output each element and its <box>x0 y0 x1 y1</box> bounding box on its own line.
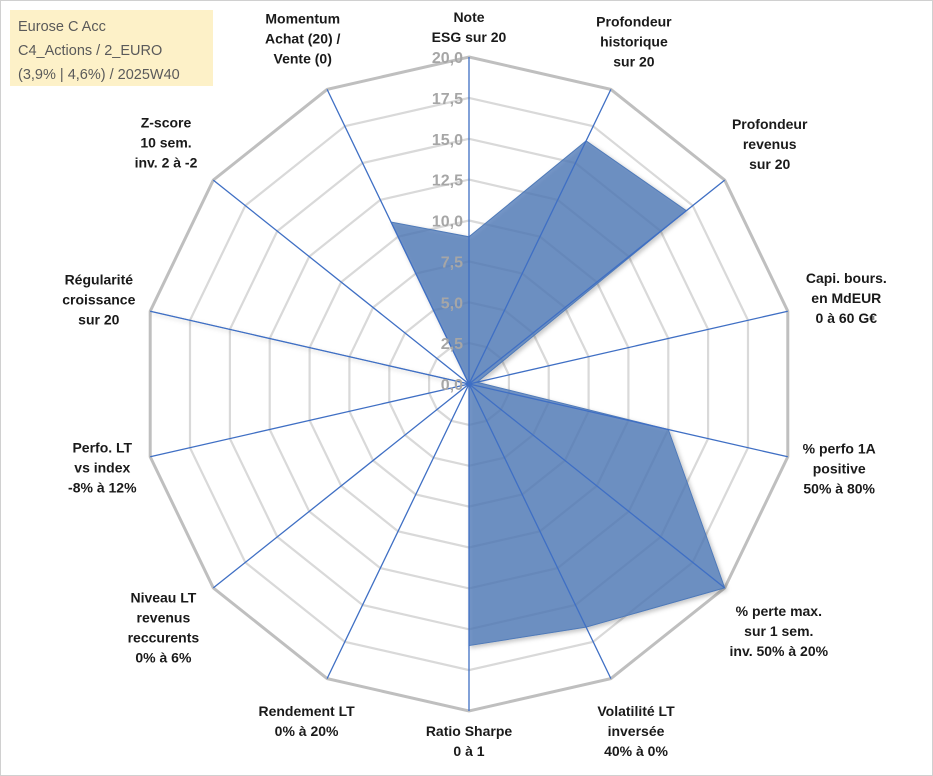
axis-label: Perfo. LT vs index -8% à 12% <box>68 440 137 496</box>
axis-label: Z-score 10 sem. inv. 2 à -2 <box>135 114 198 170</box>
axis-label: Profondeur revenus sur 20 <box>732 116 808 172</box>
axis-label-line: Rendement LT <box>258 703 355 719</box>
fund-info-box: Eurose C Acc C4_Actions / 2_EURO (3,9% |… <box>10 10 213 86</box>
axis-label-line: 10 sem. <box>140 134 191 150</box>
axis-spoke <box>150 383 470 458</box>
axis-label: Capi. bours. en MdEUR 0 à 60 G€ <box>806 270 887 326</box>
tick-label: 10,0 <box>432 214 463 231</box>
axis-label-text: Capi. bours. en MdEUR 0 à 60 G€ <box>806 270 887 326</box>
fund-category: C4_Actions / 2_EURO <box>18 43 163 59</box>
axis-label: Volatilité LT inversée 40% à 0% <box>597 703 675 759</box>
axis-label-line: -8% à 12% <box>68 480 137 496</box>
axis-label-text: Volatilité LT inversée 40% à 0% <box>597 703 675 759</box>
axis-spoke <box>468 89 612 385</box>
axis-label: Profondeur historique sur 20 <box>596 14 672 70</box>
axis-label-line: Momentum <box>265 11 340 27</box>
axis-label-text: Ratio Sharpe 0 à 1 <box>426 723 513 759</box>
axis-label-line: Ratio Sharpe <box>426 723 513 739</box>
axis-label-line: 0% à 6% <box>135 650 192 666</box>
fund-name: Eurose C Acc <box>18 19 106 35</box>
tick-label: 2,5 <box>441 336 463 353</box>
axis-label-line: inv. 2 à -2 <box>135 154 198 170</box>
axis-label-text: Perfo. LT vs index -8% à 12% <box>68 440 137 496</box>
axis-label-text: Profondeur historique sur 20 <box>596 14 672 70</box>
axis-label: Ratio Sharpe 0 à 1 <box>426 723 513 759</box>
axis-label-line: sur 20 <box>78 312 119 328</box>
axis-spoke <box>150 310 470 385</box>
axis-label-text: Z-score 10 sem. inv. 2 à -2 <box>135 114 198 170</box>
axis-spoke <box>326 383 470 679</box>
axis-label: Régularité croissance sur 20 <box>62 272 135 328</box>
axis-label-line: Perfo. LT <box>72 440 132 456</box>
axis-label-line: reccurents <box>128 630 200 646</box>
axis-spoke <box>326 89 470 385</box>
tick-label: 15,0 <box>432 132 463 149</box>
axis-label-line: positive <box>813 461 866 477</box>
axis-label-text: Régularité croissance sur 20 <box>62 272 135 328</box>
axis-spokes <box>150 57 788 711</box>
axis-label-text: Momentum Achat (20) / Vente (0) <box>265 11 341 67</box>
axis-label-line: % perfo 1A <box>803 441 876 457</box>
axis-label-text: Profondeur revenus sur 20 <box>732 116 808 172</box>
axis-spoke <box>212 383 470 589</box>
axis-label-line: revenus <box>743 136 797 152</box>
axis-label-line: Z-score <box>141 114 192 130</box>
axis-label: % perte max. sur 1 sem. inv. 50% à 20% <box>730 603 829 659</box>
tick-label: 20,0 <box>432 50 463 67</box>
axis-label-text: Rendement LT 0% à 20% <box>258 703 355 739</box>
axis-label-line: sur 1 sem. <box>744 623 813 639</box>
axis-label-line: 40% à 0% <box>604 743 668 759</box>
axis-label-line: 50% à 80% <box>803 481 875 497</box>
axis-label-line: inv. 50% à 20% <box>730 643 829 659</box>
axis-label-line: 0 à 60 G€ <box>816 310 878 326</box>
axis-label-line: inversée <box>608 723 665 739</box>
axis-label-text: Niveau LT revenus reccurents 0% à 6% <box>128 590 200 666</box>
axis-label-line: revenus <box>137 610 191 626</box>
axis-label-line: Profondeur <box>732 116 808 132</box>
axis-label: Niveau LT revenus reccurents 0% à 6% <box>128 590 200 666</box>
axis-labels: Note ESG sur 20 Profondeur historique sur 20… <box>62 9 887 759</box>
axis-spoke <box>468 383 612 679</box>
axis-label-line: historique <box>600 34 668 50</box>
tick-label: 17,5 <box>432 91 463 108</box>
axis-label: Momentum Achat (20) / Vente (0) <box>265 11 341 67</box>
axis-label: % perfo 1A positive 50% à 80% <box>803 441 876 497</box>
axis-spoke <box>468 383 726 589</box>
axis-label-line: en MdEUR <box>811 290 881 306</box>
axis-label-line: ESG sur 20 <box>432 29 507 45</box>
axis-label-text: % perfo 1A positive 50% à 80% <box>803 441 876 497</box>
axis-label-line: 0 à 1 <box>453 743 484 759</box>
axis-spoke <box>212 179 470 385</box>
axis-label-line: vs index <box>74 460 130 476</box>
tick-label: 5,0 <box>441 295 463 312</box>
axis-label: Note ESG sur 20 <box>432 9 507 45</box>
fund-stats: (3,9% | 4,6%) / 2025W40 <box>18 67 180 83</box>
axis-spoke <box>468 179 726 385</box>
axis-label-line: sur 20 <box>613 54 654 70</box>
axis-spoke <box>468 383 788 458</box>
axis-label-line: Vente (0) <box>274 51 332 67</box>
axis-label-line: Niveau LT <box>130 590 196 606</box>
axis-label-line: Profondeur <box>596 14 672 30</box>
axis-label-line: Régularité <box>65 272 134 288</box>
axis-label-line: croissance <box>62 292 135 308</box>
axis-label-line: sur 20 <box>749 156 790 172</box>
axis-label-line: Volatilité LT <box>597 703 675 719</box>
axis-label-text: Note ESG sur 20 <box>432 9 507 45</box>
axis-label-text: % perte max. sur 1 sem. inv. 50% à 20% <box>730 603 829 659</box>
axis-label-line: Capi. bours. <box>806 270 887 286</box>
axis-label-line: % perte max. <box>736 603 822 619</box>
tick-label: 7,5 <box>441 254 463 271</box>
radial-tick-labels: 0,0 2,5 5,0 7,5 10,0 12,5 15,0 17,5 20,0 <box>432 50 463 394</box>
axis-label-line: 0% à 20% <box>275 723 339 739</box>
axis-spoke <box>468 310 788 385</box>
axis-label-line: Achat (20) / <box>265 31 341 47</box>
axis-label: Rendement LT 0% à 20% <box>258 703 355 739</box>
axis-label-line: Note <box>453 9 484 25</box>
tick-label: 12,5 <box>432 173 463 190</box>
tick-label: 0,0 <box>441 377 463 394</box>
